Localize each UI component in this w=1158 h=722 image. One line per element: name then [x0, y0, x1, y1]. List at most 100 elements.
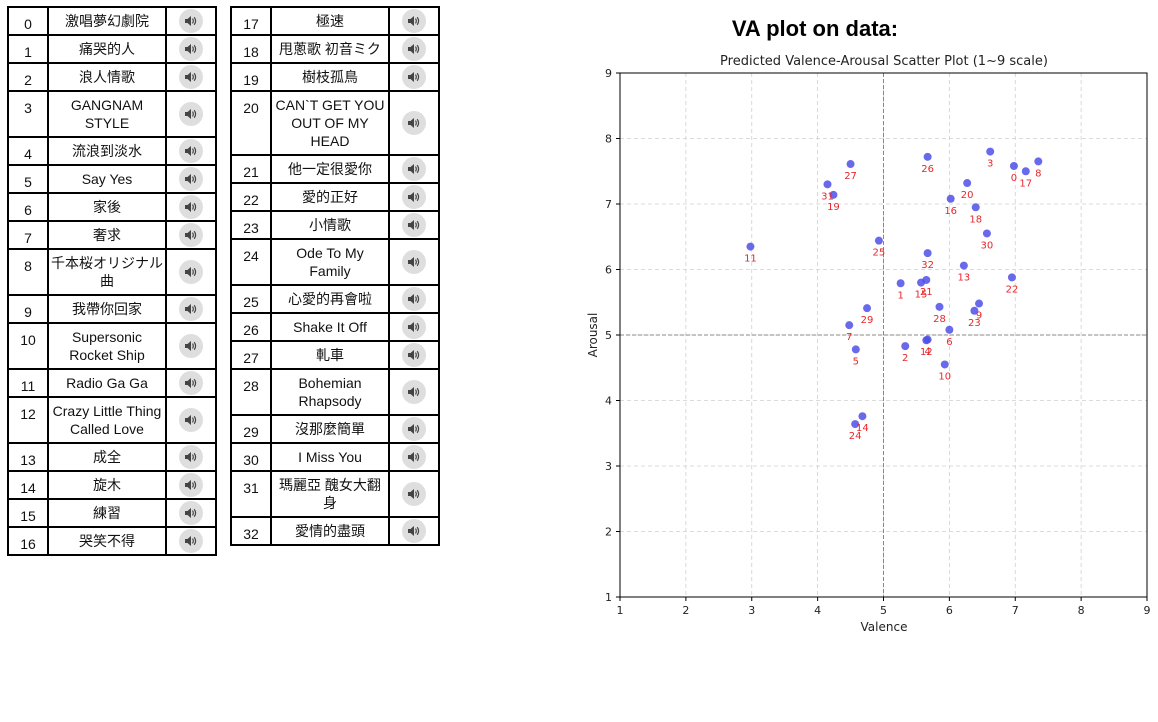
audio-play-button[interactable]	[402, 250, 426, 274]
point-label: 8	[1035, 168, 1041, 179]
data-point	[959, 261, 968, 270]
song-index: 22	[230, 182, 272, 212]
song-index: 17	[230, 6, 272, 36]
data-point	[922, 275, 931, 284]
x-tick-label: 2	[682, 604, 689, 617]
data-point	[858, 412, 867, 421]
audio-play-button[interactable]	[402, 65, 426, 89]
audio-play-button[interactable]	[179, 65, 203, 89]
audio-cell	[388, 6, 440, 36]
song-title: 他一定很愛你	[270, 154, 390, 184]
audio-cell	[165, 442, 217, 472]
song-row: 26 Shake It Off	[230, 312, 440, 342]
point-label: 6	[946, 337, 952, 348]
speaker-icon	[185, 480, 197, 490]
audio-play-button[interactable]	[179, 9, 203, 33]
audio-play-button[interactable]	[179, 223, 203, 247]
audio-play-button[interactable]	[179, 260, 203, 284]
song-index: 23	[230, 210, 272, 240]
audio-cell	[388, 238, 440, 286]
song-index: 3	[7, 90, 49, 138]
song-index: 20	[230, 90, 272, 156]
song-row: 3 GANGNAM STYLE	[7, 90, 217, 138]
speaker-icon	[408, 452, 420, 462]
audio-cell	[165, 470, 217, 500]
audio-play-button[interactable]	[402, 111, 426, 135]
chart-title: Predicted Valence-Arousal Scatter Plot (…	[720, 54, 1048, 69]
song-index: 27	[230, 340, 272, 370]
speaker-icon	[408, 526, 420, 536]
song-index: 5	[7, 164, 49, 194]
audio-play-button[interactable]	[179, 167, 203, 191]
point-label: 32	[921, 260, 934, 271]
audio-play-button[interactable]	[179, 139, 203, 163]
audio-cell	[388, 442, 440, 472]
audio-play-button[interactable]	[179, 334, 203, 358]
speaker-icon	[185, 202, 197, 212]
data-point	[851, 420, 860, 429]
audio-play-button[interactable]	[402, 315, 426, 339]
audio-play-button[interactable]	[402, 37, 426, 61]
audio-cell	[165, 248, 217, 296]
audio-play-button[interactable]	[179, 445, 203, 469]
audio-play-button[interactable]	[402, 287, 426, 311]
song-title: 哭笑不得	[47, 526, 167, 556]
audio-play-button[interactable]	[179, 408, 203, 432]
audio-play-button[interactable]	[179, 473, 203, 497]
point-label: 0	[1011, 173, 1017, 184]
x-tick-label: 9	[1144, 604, 1151, 617]
song-row: 25 心愛的再會啦	[230, 284, 440, 314]
song-title: 瑪麗亞 醜女大翻身	[270, 470, 390, 518]
audio-play-button[interactable]	[179, 501, 203, 525]
song-row: 28 Bohemian Rhapsody	[230, 368, 440, 416]
x-tick-label: 7	[1012, 604, 1019, 617]
song-row: 18 甩蔥歌 初音ミク	[230, 34, 440, 64]
audio-play-button[interactable]	[402, 157, 426, 181]
point-label: 21	[920, 287, 933, 298]
point-label: 25	[873, 248, 886, 259]
audio-play-button[interactable]	[179, 102, 203, 126]
audio-play-button[interactable]	[179, 195, 203, 219]
audio-play-button[interactable]	[402, 445, 426, 469]
audio-play-button[interactable]	[179, 371, 203, 395]
speaker-icon	[185, 146, 197, 156]
y-axis-label: Arousal	[586, 313, 600, 358]
audio-play-button[interactable]	[402, 519, 426, 543]
y-tick-label: 1	[605, 591, 612, 604]
audio-play-button[interactable]	[179, 37, 203, 61]
song-index: 18	[230, 34, 272, 64]
data-point	[823, 180, 832, 189]
speaker-icon	[408, 220, 420, 230]
song-index: 0	[7, 6, 49, 36]
song-row: 22 愛的正好	[230, 182, 440, 212]
audio-cell	[165, 6, 217, 36]
point-label: 29	[861, 315, 874, 326]
data-point	[1021, 167, 1030, 176]
audio-play-button[interactable]	[402, 417, 426, 441]
song-index: 31	[230, 470, 272, 518]
song-title: 極速	[270, 6, 390, 36]
audio-play-button[interactable]	[402, 380, 426, 404]
audio-play-button[interactable]	[179, 297, 203, 321]
data-point	[940, 360, 949, 369]
data-point	[874, 236, 883, 245]
song-title: 小情歌	[270, 210, 390, 240]
speaker-icon	[408, 118, 420, 128]
y-tick-label: 6	[605, 264, 612, 277]
x-tick-label: 6	[946, 604, 953, 617]
song-title: 愛情的盡頭	[270, 516, 390, 546]
audio-play-button[interactable]	[402, 343, 426, 367]
audio-play-button[interactable]	[402, 185, 426, 209]
audio-cell	[165, 34, 217, 64]
song-title: Say Yes	[47, 164, 167, 194]
audio-play-button[interactable]	[402, 213, 426, 237]
speaker-icon	[185, 341, 197, 351]
audio-play-button[interactable]	[179, 529, 203, 553]
audio-play-button[interactable]	[402, 9, 426, 33]
audio-play-button[interactable]	[402, 482, 426, 506]
point-label: 5	[853, 356, 859, 367]
song-title: Supersonic Rocket Ship	[47, 322, 167, 370]
data-point	[975, 299, 984, 308]
point-label: 10	[938, 371, 951, 382]
